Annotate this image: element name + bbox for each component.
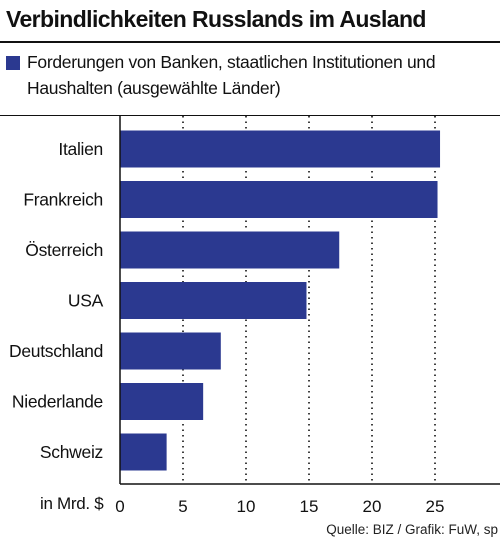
x-tick-label: 10	[237, 497, 256, 516]
bars	[120, 130, 441, 471]
category-label: Frankreich	[23, 190, 103, 210]
bar	[120, 332, 221, 370]
grid-lines	[182, 116, 436, 484]
bar	[120, 282, 307, 319]
bar	[120, 181, 438, 218]
x-tick-label: 20	[363, 497, 382, 516]
category-label: Italien	[58, 139, 103, 159]
title-divider	[0, 41, 500, 43]
bar	[120, 130, 441, 168]
legend-swatch	[6, 56, 20, 70]
x-axis-unit-label: in Mrd. $	[40, 494, 104, 513]
category-label: Niederlande	[12, 392, 103, 412]
chart-title: Verbindlichkeiten Russlands im Ausland	[6, 6, 426, 32]
bar	[120, 433, 167, 471]
x-tick-label: 5	[178, 497, 187, 516]
category-labels: Italien Frankreich Österreich USA Deutschlan…	[9, 139, 104, 462]
category-label: Schweiz	[40, 442, 103, 462]
x-tick-label: 0	[115, 497, 124, 516]
category-label: USA	[68, 291, 104, 311]
bar	[120, 383, 204, 420]
x-tick-label: 15	[300, 497, 319, 516]
bar	[120, 231, 340, 269]
legend-label: Forderungen von Banken, staatlichen Inst…	[27, 52, 436, 98]
x-tick-labels: 0 5 10 15 20 25	[115, 497, 444, 516]
bar-chart: Italien Frankreich Österreich USA Deutschlan…	[9, 116, 500, 516]
category-label: Österreich	[25, 240, 103, 260]
category-label: Deutschland	[9, 341, 103, 361]
legend-divider	[0, 115, 500, 116]
source-credit: Quelle: BIZ / Grafik: FuW, sp	[326, 522, 498, 537]
x-tick-label: 25	[426, 497, 445, 516]
